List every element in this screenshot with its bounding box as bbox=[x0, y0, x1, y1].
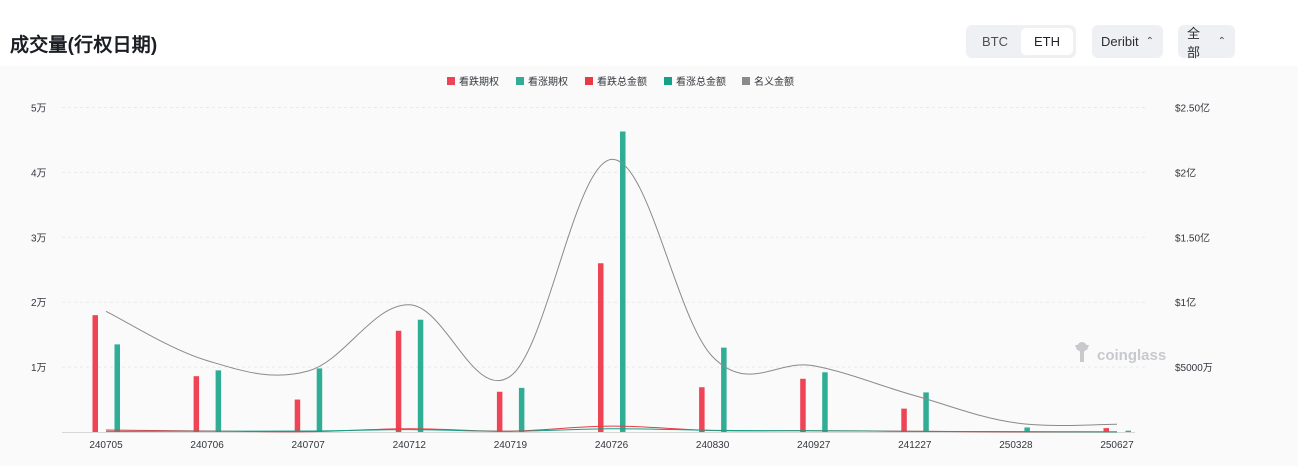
grid-lines bbox=[62, 107, 1148, 433]
legend-item[interactable]: 看跌期权 bbox=[447, 75, 499, 88]
legend-item[interactable]: 看涨期权 bbox=[516, 75, 568, 88]
legend-swatch bbox=[447, 77, 455, 85]
coinglass-logo-icon bbox=[1075, 342, 1089, 362]
legend-label: 看跌总金额 bbox=[597, 75, 647, 88]
call-volume-bar[interactable] bbox=[518, 387, 525, 432]
x-tick-label: 241227 bbox=[898, 440, 932, 451]
y-left-tick-label: 5万 bbox=[31, 104, 47, 115]
bars bbox=[92, 131, 1132, 432]
legend-label: 看跌期权 bbox=[459, 75, 499, 88]
y-right-tick-label: $2.50亿 bbox=[1175, 102, 1210, 115]
legend-label: 看涨总金额 bbox=[676, 75, 726, 88]
call-volume-bar[interactable] bbox=[316, 368, 323, 432]
put-volume-bar[interactable] bbox=[699, 387, 705, 432]
y-left-tick-label: 3万 bbox=[31, 233, 47, 244]
axis-labels: 1万 2万 3万 4万 5万 $5000万 $1亿 $1.50亿 $2亿 $2.50亿 240705… bbox=[31, 102, 1213, 452]
legend-label: 看涨期权 bbox=[528, 75, 568, 88]
x-tick-label: 240830 bbox=[696, 440, 730, 451]
chart-legend: 看跌期权 看涨期权 看跌总金额 看涨总金额 名义金额 bbox=[447, 75, 794, 88]
exchange-select[interactable]: Deribit ⌃ bbox=[1092, 25, 1163, 58]
range-select-value: 全部 bbox=[1187, 25, 1201, 60]
y-right-tick-label: $1.50亿 bbox=[1175, 231, 1210, 244]
legend-swatch bbox=[516, 77, 524, 85]
lines bbox=[105, 158, 1118, 433]
legend-item[interactable]: 看涨总金额 bbox=[664, 75, 726, 88]
put-volume-bar[interactable] bbox=[92, 315, 99, 432]
call-volume-bar[interactable] bbox=[114, 344, 121, 432]
legend-swatch bbox=[664, 77, 672, 85]
x-tick-label: 250328 bbox=[999, 440, 1033, 451]
x-tick-label: 240726 bbox=[595, 440, 629, 451]
x-tick-label: 240707 bbox=[292, 440, 326, 451]
y-right-tick-label: $1亿 bbox=[1175, 296, 1196, 309]
y-right-tick-label: $2亿 bbox=[1175, 166, 1196, 179]
exchange-select-value: Deribit bbox=[1101, 34, 1139, 49]
legend-swatch bbox=[585, 77, 593, 85]
y-left-tick-label: 4万 bbox=[31, 168, 47, 179]
call-volume-bar[interactable] bbox=[721, 347, 727, 432]
put-volume-bar[interactable] bbox=[395, 330, 402, 432]
notional-amount-line[interactable] bbox=[105, 158, 1118, 427]
call-volume-bar[interactable] bbox=[1125, 430, 1132, 432]
call-volume-bar[interactable] bbox=[215, 370, 222, 432]
put-volume-bar[interactable] bbox=[800, 378, 806, 432]
watermark: coinglass bbox=[1075, 342, 1166, 364]
call-volume-bar[interactable] bbox=[620, 131, 626, 432]
call-volume-bar[interactable] bbox=[1024, 427, 1030, 432]
y-left-tick-label: 2万 bbox=[31, 298, 47, 309]
watermark-text: coinglass bbox=[1097, 347, 1166, 364]
x-tick-label: 250627 bbox=[1100, 440, 1134, 451]
x-tick-label: 240705 bbox=[89, 440, 123, 451]
put-volume-bar[interactable] bbox=[1103, 428, 1110, 432]
call-volume-bar[interactable] bbox=[822, 372, 828, 432]
x-tick-label: 240927 bbox=[797, 440, 831, 451]
tab-btc[interactable]: BTC bbox=[982, 34, 1008, 49]
put-volume-bar[interactable] bbox=[901, 408, 907, 432]
y-right-tick-label: $5000万 bbox=[1175, 363, 1213, 374]
x-tick-label: 240706 bbox=[190, 440, 224, 451]
x-tick-label: 240712 bbox=[393, 440, 427, 451]
tab-eth[interactable]: ETH bbox=[1021, 28, 1073, 55]
legend-item[interactable]: 名义金额 bbox=[742, 75, 794, 88]
put-volume-bar[interactable] bbox=[193, 376, 200, 432]
call-amount-line[interactable] bbox=[105, 428, 1118, 433]
put-volume-bar[interactable] bbox=[496, 391, 503, 432]
range-select[interactable]: 全部 ⌃ bbox=[1178, 25, 1235, 60]
volume-chart: 看跌期权 看涨期权 看跌总金额 看涨总金额 名义金额 1万 2万 3万 4万 5万 $5000万 $… bbox=[31, 75, 1213, 452]
legend-label: 名义金额 bbox=[754, 75, 794, 88]
call-volume-bar[interactable] bbox=[417, 319, 424, 432]
page-title: 成交量(行权日期) bbox=[10, 35, 158, 56]
sort-arrows-icon: ⌃ bbox=[1217, 35, 1226, 47]
call-volume-bar[interactable] bbox=[923, 392, 929, 432]
x-tick-label: 240719 bbox=[494, 440, 528, 451]
sort-arrows-icon: ⌃ bbox=[1145, 35, 1154, 47]
y-left-tick-label: 1万 bbox=[31, 363, 47, 374]
coin-toggle: BTC ETH bbox=[966, 25, 1076, 58]
put-volume-bar[interactable] bbox=[294, 399, 301, 432]
put-volume-bar[interactable] bbox=[598, 263, 604, 432]
legend-swatch bbox=[742, 77, 750, 85]
legend-item[interactable]: 看跌总金额 bbox=[585, 75, 647, 88]
